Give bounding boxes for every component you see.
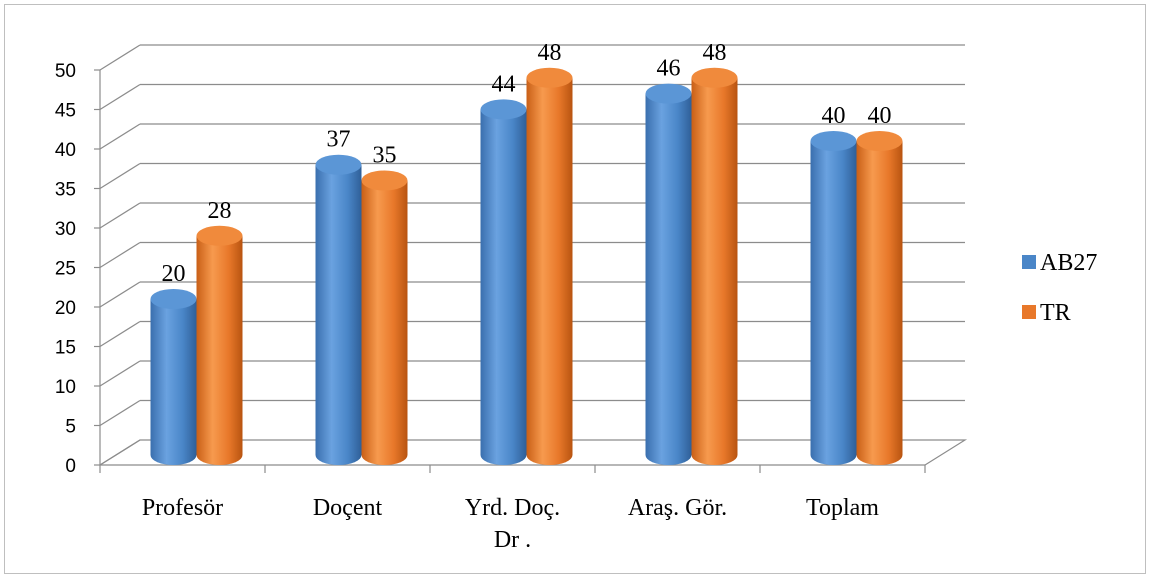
data-label: 35	[373, 143, 397, 169]
data-label: 40	[822, 103, 846, 129]
side-gridline	[99, 399, 141, 427]
x-tick-label: Yrd. Doç.	[465, 495, 560, 521]
x-tick-label: Dr .	[494, 527, 531, 553]
data-label: 20	[162, 261, 186, 287]
bar-tr	[526, 67, 573, 466]
bar-tr	[196, 225, 243, 465]
bar-ab27	[810, 131, 857, 465]
y-tick-label: 20	[55, 298, 76, 319]
y-tick-label: 45	[55, 101, 76, 122]
side-gridline	[99, 44, 141, 71]
bar-tr	[691, 67, 738, 466]
legend-label: TR	[1040, 300, 1071, 326]
x-tick-label: Profesör	[142, 495, 223, 521]
y-tick-label: 30	[55, 219, 76, 240]
side-gridline	[99, 162, 141, 190]
y-tick-label: 40	[55, 140, 76, 161]
side-gridline	[99, 202, 141, 229]
y-tick-label: 5	[65, 417, 76, 438]
side-gridline	[99, 439, 141, 466]
bar-tr	[361, 170, 408, 465]
y-tick-label: 35	[55, 180, 76, 201]
side-gridline	[99, 83, 141, 111]
bar-ab27	[645, 83, 692, 465]
data-label: 44	[492, 71, 516, 97]
data-label: 28	[208, 198, 232, 224]
data-label: 48	[703, 40, 727, 66]
data-label: 46	[657, 56, 681, 82]
data-labels: 20 28 37 35 44 48 46 48 40 40	[162, 40, 892, 287]
legend-swatch	[1022, 305, 1036, 319]
chart-frame	[4, 4, 1146, 574]
y-tick-label: 25	[55, 259, 76, 280]
side-gridline	[99, 320, 141, 348]
legend-swatch	[1022, 255, 1036, 269]
data-label: 40	[868, 103, 892, 129]
y-tick-label: 50	[55, 61, 76, 82]
bars	[150, 67, 903, 466]
bar-ab27	[480, 99, 527, 466]
side-gridline	[99, 241, 141, 269]
data-label: 37	[327, 127, 351, 153]
side-gridline	[99, 281, 141, 308]
side-gridline	[99, 123, 141, 150]
x-tick-label: Doçent	[313, 495, 383, 521]
legend-label: AB27	[1040, 250, 1097, 276]
y-tick-label: 0	[65, 456, 76, 477]
bar-ab27	[315, 154, 362, 465]
axes: 0 5 10 15 20 25 30 35 40 45 50 Profesör Doçent Yrd. D…	[55, 61, 926, 553]
bar-ab27	[150, 289, 197, 465]
side-gridline	[99, 360, 141, 387]
legend: AB27 TR	[1022, 250, 1097, 326]
y-tick-label: 10	[55, 377, 76, 398]
data-label: 48	[538, 40, 562, 66]
x-tick-label: Toplam	[806, 495, 879, 521]
y-tick-label: 15	[55, 338, 76, 359]
bar-tr	[856, 131, 903, 465]
x-tick-label: Araş. Gör.	[628, 495, 727, 521]
